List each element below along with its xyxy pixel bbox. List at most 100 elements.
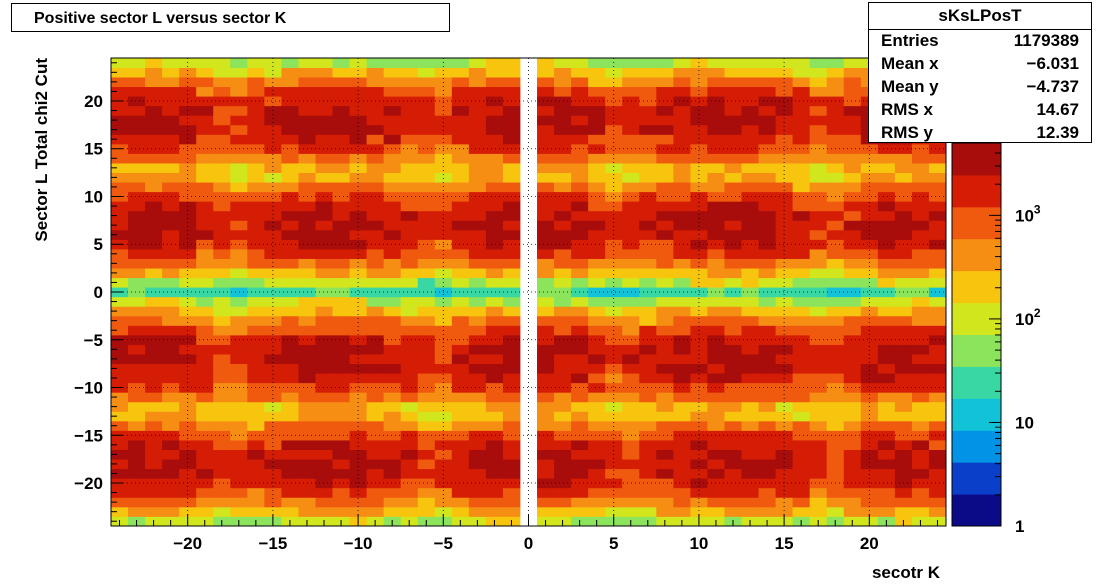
heatmap-cell: [724, 172, 742, 183]
heatmap-cell: [179, 411, 197, 422]
heatmap-cell: [145, 382, 163, 393]
heatmap-cell: [758, 411, 776, 422]
palette-tick-label: 103: [1015, 202, 1041, 225]
heatmap-cell: [417, 77, 436, 88]
heatmap-cell: [537, 478, 555, 489]
heatmap-cell: [554, 430, 572, 441]
heatmap-cell: [622, 315, 640, 326]
heatmap-cell: [315, 287, 333, 298]
heatmap-cell: [468, 153, 487, 164]
heatmap-cell: [758, 249, 776, 259]
heatmap-cell: [128, 220, 146, 231]
heatmap-cell: [809, 220, 828, 231]
heatmap-cell: [690, 296, 708, 307]
heatmap-cell: [400, 411, 419, 422]
heatmap-cell: [605, 220, 623, 231]
heatmap-cell: [571, 497, 589, 508]
heatmap-cell: [332, 487, 350, 498]
heatmap-cell: [741, 344, 759, 355]
heatmap-cell: [383, 392, 402, 403]
heatmap-cell: [366, 124, 385, 135]
heatmap-cell: [588, 392, 606, 403]
heatmap-cell: [622, 229, 640, 240]
heatmap-cell: [400, 373, 419, 384]
heatmap-cell: [196, 277, 214, 288]
heatmap-cell: [605, 420, 623, 431]
heatmap-cell: [673, 143, 691, 154]
heatmap-cell: [349, 382, 368, 393]
heatmap-cell: [741, 497, 759, 508]
heatmap-cell: [230, 268, 248, 279]
heatmap-cell: [571, 449, 589, 460]
heatmap-cell: [349, 420, 368, 431]
heatmap-cell: [673, 420, 691, 431]
heatmap-cell: [877, 277, 896, 288]
heatmap-cell: [264, 86, 282, 97]
heatmap-cell: [468, 172, 487, 183]
heatmap-cell: [111, 440, 129, 450]
heatmap-cell: [588, 468, 606, 479]
heatmap-cell: [792, 153, 811, 164]
heatmap-cell: [758, 220, 776, 231]
heatmap-cell: [673, 459, 691, 470]
heatmap-cell: [162, 153, 180, 164]
heatmap-cell: [928, 478, 947, 489]
heatmap-cell: [247, 392, 265, 403]
heatmap-cell: [111, 392, 129, 403]
heatmap-cell: [622, 210, 640, 221]
heatmap-cell: [162, 334, 180, 345]
heatmap-cell: [741, 392, 759, 403]
heatmap-cell: [247, 296, 265, 307]
heatmap-cell: [179, 258, 197, 269]
heatmap-cell: [179, 306, 197, 317]
heatmap-cell: [162, 115, 180, 126]
heatmap-cell: [860, 392, 879, 403]
heatmap-cell: [673, 105, 691, 116]
heatmap-cell: [758, 306, 776, 317]
heatmap-cell: [792, 86, 811, 97]
heatmap-cell: [128, 77, 146, 88]
heatmap-cell: [673, 344, 691, 355]
heatmap-cell: [128, 411, 146, 422]
heatmap-cell: [332, 58, 350, 68]
heatmap-cell: [809, 334, 828, 345]
heatmap-cell: [264, 420, 282, 431]
heatmap-cell: [928, 296, 947, 307]
heatmap-cell: [894, 249, 913, 259]
stats-key: RMS x: [881, 100, 933, 119]
heatmap-cell: [843, 325, 862, 336]
heatmap-cell: [639, 497, 657, 508]
heatmap-cell: [315, 440, 333, 450]
heatmap-cell: [451, 487, 470, 498]
heatmap-cell: [707, 182, 725, 193]
heatmap-cell: [145, 249, 163, 259]
heatmap-cell: [860, 420, 879, 431]
heatmap-cell: [741, 268, 759, 279]
heatmap-cell: [213, 430, 231, 441]
heatmap-cell: [911, 506, 930, 517]
heatmap-cell: [264, 124, 282, 135]
heatmap-cell: [537, 459, 555, 470]
heatmap-cell: [383, 124, 402, 135]
heatmap-cell: [349, 249, 368, 259]
heatmap-cell: [690, 258, 708, 269]
heatmap-cell: [298, 459, 316, 470]
stats-value: 14.67: [1036, 100, 1079, 119]
heatmap-cell: [554, 449, 572, 460]
heatmap-cell: [281, 354, 299, 365]
heatmap-cell: [758, 268, 776, 279]
heatmap-cell: [281, 430, 299, 441]
heatmap-cell: [502, 277, 521, 288]
heatmap-cell: [656, 239, 674, 250]
heatmap-cell: [213, 268, 231, 279]
heatmap-cell: [366, 115, 385, 126]
heatmap-cell: [877, 296, 896, 307]
heatmap-cell: [911, 210, 930, 221]
heatmap-cell: [656, 478, 674, 489]
heatmap-cell: [554, 373, 572, 384]
heatmap-cell: [485, 315, 504, 326]
heatmap-cell: [145, 334, 163, 345]
heatmap-cell: [400, 325, 419, 336]
heatmap-cell: [383, 296, 402, 307]
heatmap-cell: [213, 373, 231, 384]
